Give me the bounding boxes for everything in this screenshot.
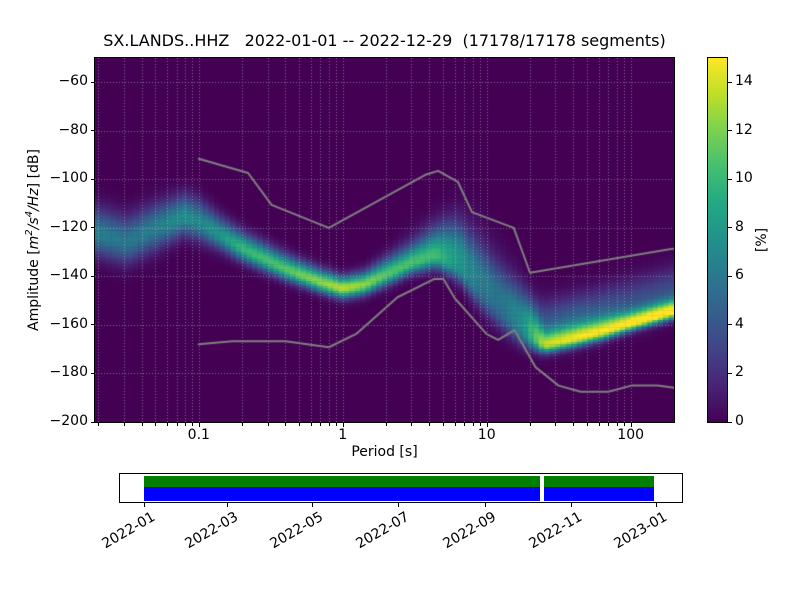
colorbar-tick — [728, 130, 732, 132]
x-axis-minor-tick — [530, 423, 532, 426]
colorbar-tick — [728, 227, 732, 229]
y-tick-label: −60 — [58, 73, 88, 90]
y-axis-tick — [91, 178, 95, 180]
colorbar-tick-label: 10 — [735, 170, 753, 187]
x-axis-minor-tick — [573, 423, 575, 426]
colorbar-tick — [728, 275, 732, 277]
x-axis-minor-tick — [155, 423, 157, 426]
y-tick-label: −180 — [49, 364, 88, 381]
x-axis-minor-tick — [310, 423, 312, 426]
colorbar — [707, 57, 728, 423]
y-tick-label: −200 — [49, 413, 88, 429]
colorbar-tick — [728, 178, 732, 180]
plot-title: SX.LANDS..HHZ 2022-01-01 -- 2022-12-29 (… — [103, 31, 666, 50]
x-tick-label: 100 — [617, 427, 645, 443]
y-axis-tick — [91, 421, 95, 423]
x-axis-major-tick — [630, 423, 632, 427]
colorbar-tick — [728, 324, 732, 326]
x-axis-minor-tick — [123, 423, 125, 426]
x-axis-minor-tick — [411, 423, 413, 426]
colorbar-tick-label: 2 — [735, 364, 744, 381]
timeline-coverage-bar-green — [144, 475, 654, 487]
colorbar-tick-label: 8 — [735, 218, 744, 235]
timeline-tick-label: 2022-07 — [353, 509, 412, 553]
x-axis-minor-tick — [386, 423, 388, 426]
x-tick-label: 0.1 — [187, 427, 210, 443]
timeline-tick-label: 2022-05 — [267, 509, 327, 553]
x-axis-minor-tick — [429, 423, 431, 426]
x-tick-label: 10 — [477, 427, 496, 443]
x-axis-minor-tick — [555, 423, 557, 426]
x-axis-minor-tick — [242, 423, 244, 426]
colorbar-tick — [728, 421, 732, 423]
x-axis-minor-tick — [299, 423, 301, 426]
x-axis-major-tick — [486, 423, 488, 427]
y-axis-tick — [91, 81, 95, 83]
colorbar-tick — [728, 81, 732, 83]
x-axis-minor-tick — [608, 423, 610, 426]
timeline-tick — [397, 503, 399, 507]
ppsd-plot-area — [94, 57, 675, 423]
y-axis-tick — [91, 275, 95, 277]
x-axis-label: Period [s] — [351, 444, 418, 460]
y-axis-tick — [91, 324, 95, 326]
colorbar-tick-label: 4 — [735, 315, 744, 332]
x-axis-minor-tick — [472, 423, 474, 426]
timeline-tick — [312, 503, 314, 507]
ppsd-heatmap-canvas — [95, 58, 674, 422]
x-axis-minor-tick — [624, 423, 626, 426]
timeline-tick-label: 2023-01 — [611, 509, 671, 553]
x-axis-minor-tick — [320, 423, 322, 426]
colorbar-tick-label: 0 — [735, 413, 744, 429]
x-axis-minor-tick — [285, 423, 287, 426]
x-axis-minor-tick — [454, 423, 456, 426]
colorbar-tick — [728, 372, 732, 374]
colorbar-tick-label: 14 — [735, 73, 753, 90]
x-axis-minor-tick — [192, 423, 194, 426]
x-axis-minor-tick — [443, 423, 445, 426]
colorbar-tick-label: 12 — [735, 121, 753, 138]
y-axis-tick — [91, 372, 95, 374]
timeline-tick — [226, 503, 228, 507]
timeline-tick-label: 2022-11 — [525, 509, 585, 553]
y-tick-label: −160 — [49, 315, 88, 332]
y-axis-tick — [91, 227, 95, 229]
y-tick-label: −140 — [49, 267, 88, 284]
x-tick-label: 1 — [338, 427, 348, 443]
x-axis-minor-tick — [336, 423, 338, 426]
timeline-tick — [570, 503, 572, 507]
timeline-tick-label: 2022-03 — [182, 509, 241, 553]
timeline-coverage-bar-blue — [144, 486, 654, 501]
x-axis-minor-tick — [184, 423, 186, 426]
timeline-tick — [484, 503, 486, 507]
x-axis-minor-tick — [598, 423, 600, 426]
x-axis-minor-tick — [587, 423, 589, 426]
x-axis-minor-tick — [464, 423, 466, 426]
y-tick-label: −120 — [49, 218, 88, 235]
timeline-tick — [144, 503, 145, 507]
x-axis-major-tick — [198, 423, 200, 427]
timeline-data-gap — [540, 475, 544, 501]
x-axis-minor-tick — [267, 423, 269, 426]
x-axis-minor-tick — [141, 423, 143, 426]
timeline-tick — [656, 503, 658, 507]
colorbar-label: [%] — [754, 227, 770, 253]
y-axis-tick — [91, 130, 95, 132]
y-tick-label: −100 — [49, 170, 88, 187]
timeline-tick-label: 2022-09 — [440, 509, 499, 553]
x-axis-minor-tick — [176, 423, 178, 426]
x-axis-minor-tick — [480, 423, 482, 426]
x-axis-major-tick — [342, 423, 344, 427]
x-axis-minor-tick — [166, 423, 168, 426]
y-tick-label: −80 — [58, 121, 88, 138]
timeline-tick-label: 2022-01 — [99, 509, 158, 553]
colorbar-tick-label: 6 — [735, 267, 744, 284]
x-axis-minor-tick — [98, 423, 100, 426]
timeline-box — [119, 473, 683, 503]
x-axis-minor-tick — [328, 423, 330, 426]
x-axis-minor-tick — [616, 423, 618, 426]
